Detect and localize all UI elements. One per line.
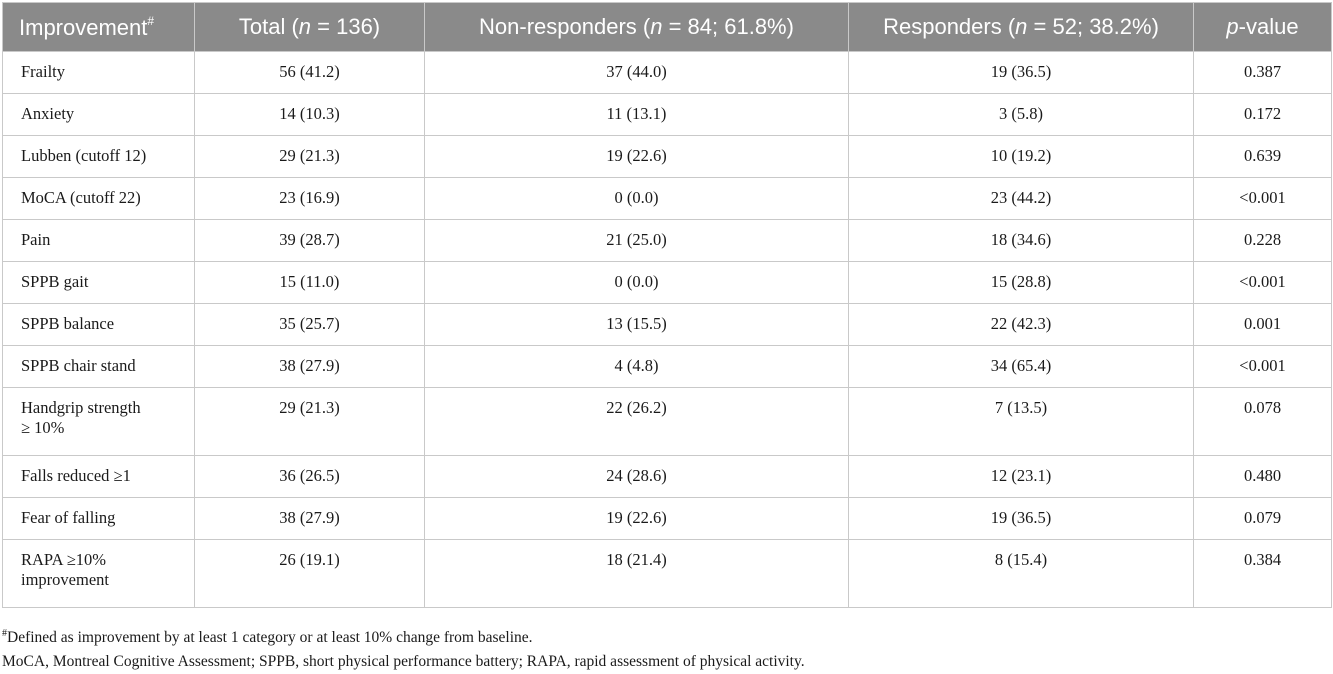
table-row: Anxiety 14 (10.3) 11 (13.1) 3 (5.8) 0.17… bbox=[2, 93, 1332, 136]
header-row: Improvement# Total (n = 136) Non-respond… bbox=[2, 2, 1332, 52]
cell-non-responders: 21 (25.0) bbox=[424, 219, 849, 262]
row-label-line1: Handgrip strength bbox=[21, 398, 141, 417]
table-row: SPPB chair stand 38 (27.9) 4 (4.8) 34 (6… bbox=[2, 345, 1332, 388]
cell-responders: 22 (42.3) bbox=[848, 303, 1194, 346]
cell-responders: 7 (13.5) bbox=[848, 387, 1194, 456]
row-label: RAPA ≥10% improvement bbox=[2, 539, 195, 608]
cell-total: 36 (26.5) bbox=[194, 455, 425, 498]
table-row: Handgrip strength ≥ 10% 29 (21.3) 22 (26.… bbox=[2, 387, 1332, 456]
row-label-line2: ≥ 10% bbox=[21, 418, 65, 437]
row-label: SPPB chair stand bbox=[2, 345, 195, 388]
cell-non-responders: 22 (26.2) bbox=[424, 387, 849, 456]
row-label: Pain bbox=[2, 219, 195, 262]
cell-non-responders: 11 (13.1) bbox=[424, 93, 849, 136]
cell-p-value: <0.001 bbox=[1193, 345, 1332, 388]
cell-p-value: 0.384 bbox=[1193, 539, 1332, 608]
cell-responders: 19 (36.5) bbox=[848, 497, 1194, 540]
header-non-responders: Non-responders (n = 84; 61.8%) bbox=[424, 2, 849, 52]
cell-total: 56 (41.2) bbox=[194, 51, 425, 94]
row-label: Anxiety bbox=[2, 93, 195, 136]
table-row: Falls reduced ≥1 36 (26.5) 24 (28.6) 12 … bbox=[2, 455, 1332, 498]
header-improvement: Improvement# bbox=[2, 2, 195, 52]
row-label: Lubben (cutoff 12) bbox=[2, 135, 195, 178]
row-label: Frailty bbox=[2, 51, 195, 94]
cell-responders: 3 (5.8) bbox=[848, 93, 1194, 136]
cell-responders: 8 (15.4) bbox=[848, 539, 1194, 608]
cell-total: 35 (25.7) bbox=[194, 303, 425, 346]
cell-non-responders: 0 (0.0) bbox=[424, 261, 849, 304]
cell-total: 14 (10.3) bbox=[194, 93, 425, 136]
cell-p-value: 0.172 bbox=[1193, 93, 1332, 136]
table-row: RAPA ≥10% improvement 26 (19.1) 18 (21.4)… bbox=[2, 539, 1332, 608]
table-row: Fear of falling 38 (27.9) 19 (22.6) 19 (… bbox=[2, 497, 1332, 540]
cell-total: 39 (28.7) bbox=[194, 219, 425, 262]
cell-responders: 18 (34.6) bbox=[848, 219, 1194, 262]
cell-responders: 12 (23.1) bbox=[848, 455, 1194, 498]
cell-p-value: 0.078 bbox=[1193, 387, 1332, 456]
cell-non-responders: 19 (22.6) bbox=[424, 497, 849, 540]
row-label-line2: improvement bbox=[21, 570, 109, 589]
cell-p-value: 0.079 bbox=[1193, 497, 1332, 540]
table-row: Lubben (cutoff 12) 29 (21.3) 19 (22.6) 1… bbox=[2, 135, 1332, 178]
row-label: SPPB balance bbox=[2, 303, 195, 346]
footnote-abbreviations: MoCA, Montreal Cognitive Assessment; SPP… bbox=[2, 653, 805, 670]
cell-total: 29 (21.3) bbox=[194, 135, 425, 178]
footnote-definition: #Defined as improvement by at least 1 ca… bbox=[2, 628, 533, 646]
cell-non-responders: 0 (0.0) bbox=[424, 177, 849, 220]
table-header: Improvement# Total (n = 136) Non-respond… bbox=[2, 2, 1332, 52]
row-label: SPPB gait bbox=[2, 261, 195, 304]
row-label: MoCA (cutoff 22) bbox=[2, 177, 195, 220]
header-total: Total (n = 136) bbox=[194, 2, 425, 52]
cell-non-responders: 19 (22.6) bbox=[424, 135, 849, 178]
row-label-line1: RAPA ≥10% bbox=[21, 550, 107, 569]
cell-p-value: 0.639 bbox=[1193, 135, 1332, 178]
cell-total: 15 (11.0) bbox=[194, 261, 425, 304]
cell-responders: 10 (19.2) bbox=[848, 135, 1194, 178]
cell-responders: 34 (65.4) bbox=[848, 345, 1194, 388]
table-row: Pain 39 (28.7) 21 (25.0) 18 (34.6) 0.228 bbox=[2, 219, 1332, 262]
cell-non-responders: 37 (44.0) bbox=[424, 51, 849, 94]
cell-total: 23 (16.9) bbox=[194, 177, 425, 220]
table-body: Frailty 56 (41.2) 37 (44.0) 19 (36.5) 0.… bbox=[2, 51, 1332, 608]
table-row: Frailty 56 (41.2) 37 (44.0) 19 (36.5) 0.… bbox=[2, 51, 1332, 94]
cell-total: 26 (19.1) bbox=[194, 539, 425, 608]
cell-p-value: 0.480 bbox=[1193, 455, 1332, 498]
cell-total: 29 (21.3) bbox=[194, 387, 425, 456]
table-row: SPPB gait 15 (11.0) 0 (0.0) 15 (28.8) <0… bbox=[2, 261, 1332, 304]
row-label: Falls reduced ≥1 bbox=[2, 455, 195, 498]
cell-non-responders: 24 (28.6) bbox=[424, 455, 849, 498]
cell-p-value: 0.228 bbox=[1193, 219, 1332, 262]
header-p-value: p-value bbox=[1193, 2, 1332, 52]
cell-responders: 19 (36.5) bbox=[848, 51, 1194, 94]
cell-responders: 15 (28.8) bbox=[848, 261, 1194, 304]
row-label: Handgrip strength ≥ 10% bbox=[2, 387, 195, 456]
cell-responders: 23 (44.2) bbox=[848, 177, 1194, 220]
cell-total: 38 (27.9) bbox=[194, 497, 425, 540]
cell-non-responders: 13 (15.5) bbox=[424, 303, 849, 346]
cell-total: 38 (27.9) bbox=[194, 345, 425, 388]
table-row: SPPB balance 35 (25.7) 13 (15.5) 22 (42.… bbox=[2, 303, 1332, 346]
results-table: Improvement# Total (n = 136) Non-respond… bbox=[2, 2, 1332, 608]
cell-non-responders: 18 (21.4) bbox=[424, 539, 849, 608]
cell-non-responders: 4 (4.8) bbox=[424, 345, 849, 388]
header-responders: Responders (n = 52; 38.2%) bbox=[848, 2, 1194, 52]
row-label: Fear of falling bbox=[2, 497, 195, 540]
table-row: MoCA (cutoff 22) 23 (16.9) 0 (0.0) 23 (4… bbox=[2, 177, 1332, 220]
cell-p-value: <0.001 bbox=[1193, 261, 1332, 304]
table-footnotes: #Defined as improvement by at least 1 ca… bbox=[2, 622, 805, 674]
cell-p-value: <0.001 bbox=[1193, 177, 1332, 220]
cell-p-value: 0.387 bbox=[1193, 51, 1332, 94]
cell-p-value: 0.001 bbox=[1193, 303, 1332, 346]
